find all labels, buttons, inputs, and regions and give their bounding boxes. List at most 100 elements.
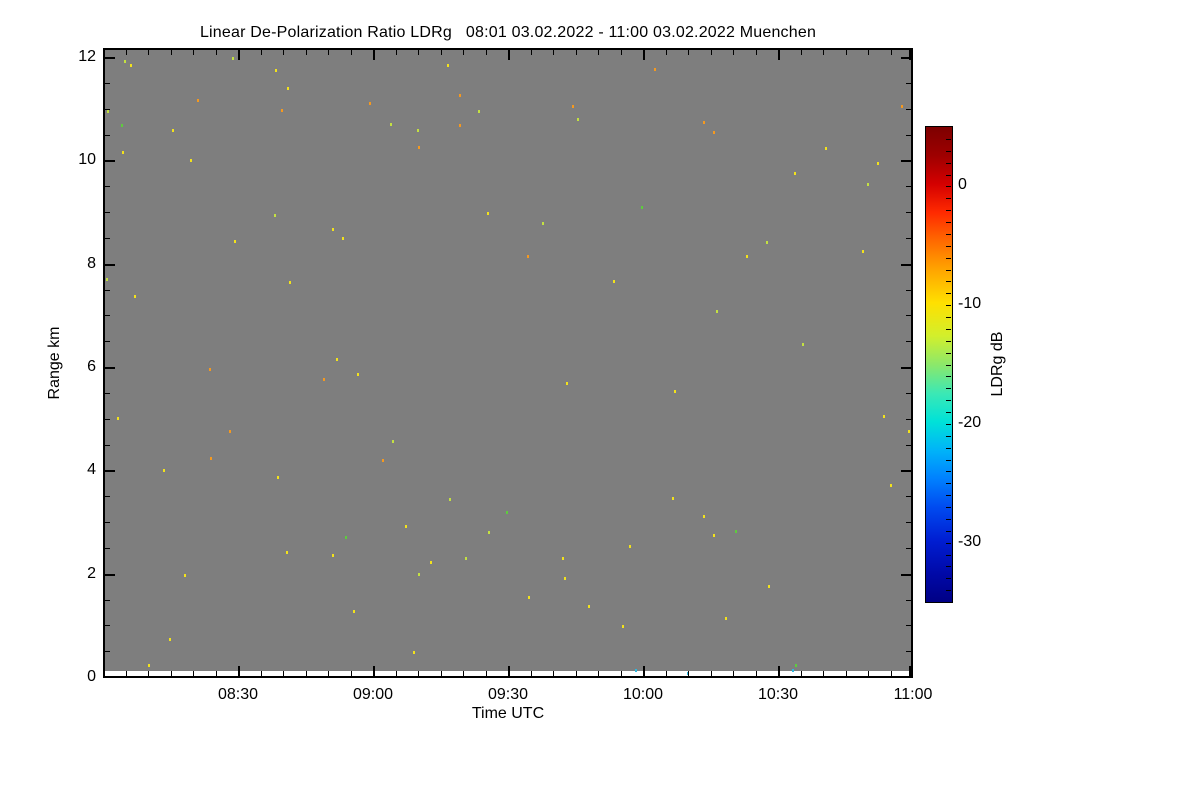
data-point [449,498,452,502]
data-point [486,212,489,215]
data-point [117,417,120,421]
data-point [429,560,432,564]
colorbar-tick-label: -30 [958,532,982,550]
plot-background [105,50,911,671]
data-point [122,151,124,155]
data-point [285,550,288,554]
y-tick-label: 0 [87,668,96,685]
data-point [134,295,137,299]
y-tick-label: 10 [78,151,96,169]
data-point [908,430,911,434]
data-point [572,105,574,109]
data-point [716,310,718,314]
data-point [746,254,749,258]
x-tick-label: 09:30 [487,686,529,703]
data-point [168,638,171,642]
y-tick-label: 8 [87,254,96,272]
data-point [184,574,187,578]
data-point [231,57,234,60]
data-point [702,514,705,518]
data-point [487,530,490,534]
data-point [382,458,385,462]
data-point [635,669,637,673]
data-point [105,278,108,282]
data-point [566,381,569,385]
x-tick-label: 10:30 [757,686,799,703]
chart-title: Linear De-Polarization Ratio LDRg 08:01 … [199,24,817,41]
data-point [824,146,827,150]
data-point [621,624,624,628]
data-point [861,250,864,254]
data-point [867,183,870,187]
data-point [332,228,335,232]
data-point [121,124,124,128]
data-point [671,497,674,501]
data-point [793,172,796,176]
data-point [148,664,151,668]
data-point [162,468,165,472]
data-point [275,68,277,72]
data-point [734,529,737,533]
data-point [234,239,237,243]
data-point [446,64,449,68]
data-point [640,205,643,209]
data-point [653,67,656,71]
data-point [390,123,393,127]
data-point [576,117,579,121]
data-point [563,576,566,580]
colorbar [925,126,953,603]
data-point [288,281,291,285]
data-point [795,664,798,668]
data-point [477,110,480,114]
data-point [274,214,277,218]
data-point [332,554,335,558]
data-point [505,511,508,515]
x-tick-label: 10:00 [622,686,664,703]
data-point [702,121,705,125]
data-point [674,390,677,394]
data-point [562,557,565,561]
data-point [612,280,615,284]
data-point [287,86,290,90]
data-point [323,377,326,381]
data-point [171,128,174,132]
data-point [890,483,893,487]
x-tick-label: 09:00 [352,686,394,703]
data-point [877,161,880,165]
plot-area [103,48,913,678]
colorbar-tick-label: 0 [958,176,967,194]
data-point [629,545,632,549]
data-point [765,240,768,244]
data-point [459,124,462,128]
data-point [280,109,283,113]
data-point [336,358,339,362]
data-point [527,254,529,258]
x-tick-label: 08:30 [217,686,259,703]
data-point [276,476,279,480]
data-point [405,525,408,529]
data-point [189,158,192,162]
data-point [107,110,110,114]
data-point [342,237,345,241]
data-point [541,221,544,225]
colorbar-tick-label: -20 [958,413,982,431]
data-point [197,98,200,102]
data-point [464,557,467,561]
data-point [712,130,715,134]
data-point [413,651,416,655]
data-point [130,64,133,68]
colorbar-tick-label: -10 [958,295,982,313]
data-point [229,430,232,434]
x-tick-label: 11:00 [893,686,933,703]
data-point [123,60,126,64]
y-tick-label: 2 [87,564,96,582]
data-point [392,439,394,443]
colorbar-label: LDRg dB [989,331,1006,397]
y-tick-label: 12 [78,48,96,65]
data-point [882,415,885,419]
data-point [900,105,903,109]
data-point [352,609,355,613]
data-point [588,605,591,609]
data-point [768,585,771,589]
